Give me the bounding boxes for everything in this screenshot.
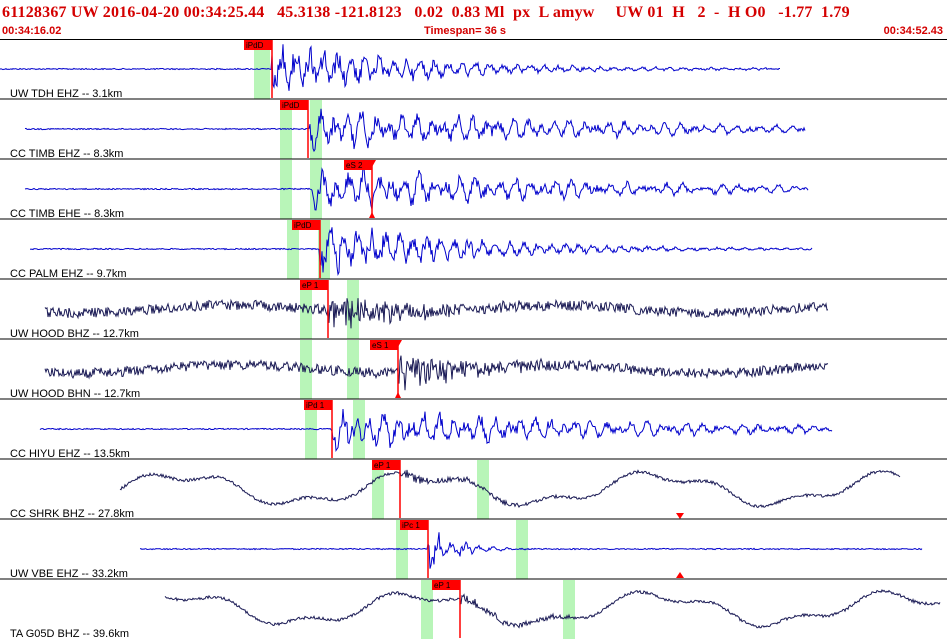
station-label: CC TIMB EHZ -- 8.3km bbox=[10, 148, 123, 160]
station-label: CC HIYU EHZ -- 13.5km bbox=[10, 448, 130, 460]
trace-row[interactable]: iPdD CC TIMB EHZ -- 8.3km bbox=[0, 98, 947, 160]
station-label: UW TDH EHZ -- 3.1km bbox=[10, 88, 122, 100]
pick-label: iPd 1 bbox=[306, 401, 325, 410]
waveform bbox=[44, 298, 829, 329]
down-arrow-icon bbox=[676, 513, 684, 519]
pick-label: iPdD bbox=[246, 41, 264, 50]
station-label: CC PALM EHZ -- 9.7km bbox=[10, 268, 127, 280]
station-label: UW HOOD BHZ -- 12.7km bbox=[10, 328, 139, 340]
pick-label-box[interactable] bbox=[432, 580, 460, 590]
pick-label: eS 2 bbox=[346, 161, 363, 170]
pick-window bbox=[310, 160, 322, 219]
pick-label: iPc 1 bbox=[402, 521, 420, 530]
seismogram-panel[interactable]: iPdD UW TDH EHZ -- 3.1km iPdD CC TIMB EHZ -… bbox=[0, 39, 947, 640]
pick-window bbox=[287, 220, 299, 279]
event-summary-line: 61128367 UW 2016-04-20 00:34:25.44 45.31… bbox=[2, 4, 850, 21]
pick-label: eS 1 bbox=[372, 341, 389, 350]
pick-arrow-icon bbox=[369, 212, 375, 218]
pick-label: eP 1 bbox=[434, 581, 451, 590]
trace-row[interactable]: eP 1 UW HOOD BHZ -- 12.7km bbox=[0, 278, 947, 340]
pick-arrow-icon bbox=[394, 340, 402, 347]
trace-row[interactable]: eS 2 CC TIMB EHE -- 8.3km bbox=[0, 158, 947, 220]
pick-label-box[interactable] bbox=[292, 220, 320, 230]
timespan-label: Timespan= 36 s bbox=[424, 25, 507, 37]
trace-row[interactable]: eP 1 TA G05D BHZ -- 39.6km bbox=[0, 578, 947, 640]
pick-window bbox=[421, 580, 433, 639]
event-header: 61128367 UW 2016-04-20 00:34:25.44 45.31… bbox=[0, 0, 947, 40]
pick-arrow-icon bbox=[395, 392, 401, 398]
station-label: TA G05D BHZ -- 39.6km bbox=[10, 628, 129, 640]
pick-label: eP 1 bbox=[302, 281, 319, 290]
pick-label: iPdD bbox=[282, 101, 300, 110]
pick-window bbox=[372, 460, 384, 519]
waveform bbox=[24, 166, 809, 211]
start-time: 00:34:16.02 bbox=[2, 25, 62, 37]
station-label: CC SHRK BHZ -- 27.8km bbox=[10, 508, 134, 520]
pick-label-box[interactable] bbox=[244, 40, 272, 50]
waveform bbox=[44, 355, 829, 391]
seismogram-traces[interactable]: iPdD UW TDH EHZ -- 3.1km iPdD CC TIMB EHZ -… bbox=[0, 39, 947, 640]
trace-row[interactable]: iPd 1 CC HIYU EHZ -- 13.5km bbox=[0, 398, 947, 460]
pick-label-box[interactable] bbox=[400, 520, 428, 530]
pick-window bbox=[300, 280, 312, 339]
pick-arrow-icon bbox=[368, 160, 376, 167]
waveform bbox=[119, 469, 901, 509]
waveform bbox=[164, 589, 941, 629]
pick-label-box[interactable] bbox=[304, 400, 332, 410]
pick-label-box[interactable] bbox=[280, 100, 308, 110]
station-label: UW VBE EHZ -- 33.2km bbox=[10, 568, 128, 580]
waveform bbox=[0, 44, 780, 91]
station-label: UW HOOD BHN -- 12.7km bbox=[10, 388, 140, 400]
up-arrow-icon bbox=[676, 572, 684, 578]
trace-row[interactable]: iPc 1 UW VBE EHZ -- 33.2km bbox=[0, 518, 947, 580]
waveform bbox=[39, 408, 833, 452]
pick-label-box[interactable] bbox=[300, 280, 328, 290]
pick-label-box[interactable] bbox=[372, 460, 400, 470]
pick-window bbox=[353, 400, 365, 459]
pick-window bbox=[563, 580, 575, 639]
pick-window bbox=[310, 100, 322, 159]
pick-label-box[interactable] bbox=[344, 160, 372, 170]
pick-label: iPdD bbox=[294, 221, 312, 230]
trace-row[interactable]: iPdD CC PALM EHZ -- 9.7km bbox=[0, 218, 947, 280]
waveform bbox=[24, 108, 806, 153]
pick-label: eP 1 bbox=[374, 461, 391, 470]
end-time: 00:34:52.43 bbox=[883, 25, 943, 37]
pick-window bbox=[347, 340, 359, 399]
trace-row[interactable]: eP 1 CC SHRK BHZ -- 27.8km bbox=[0, 458, 947, 520]
pick-label-box[interactable] bbox=[370, 340, 398, 350]
station-label: CC TIMB EHE -- 8.3km bbox=[10, 208, 124, 220]
pick-window bbox=[254, 40, 270, 99]
pick-window bbox=[516, 520, 528, 579]
waveform bbox=[139, 532, 923, 569]
pick-window bbox=[280, 160, 292, 219]
waveform bbox=[29, 227, 813, 277]
trace-row[interactable]: iPdD UW TDH EHZ -- 3.1km bbox=[0, 40, 780, 100]
trace-row[interactable]: eS 1 UW HOOD BHN -- 12.7km bbox=[0, 338, 947, 400]
